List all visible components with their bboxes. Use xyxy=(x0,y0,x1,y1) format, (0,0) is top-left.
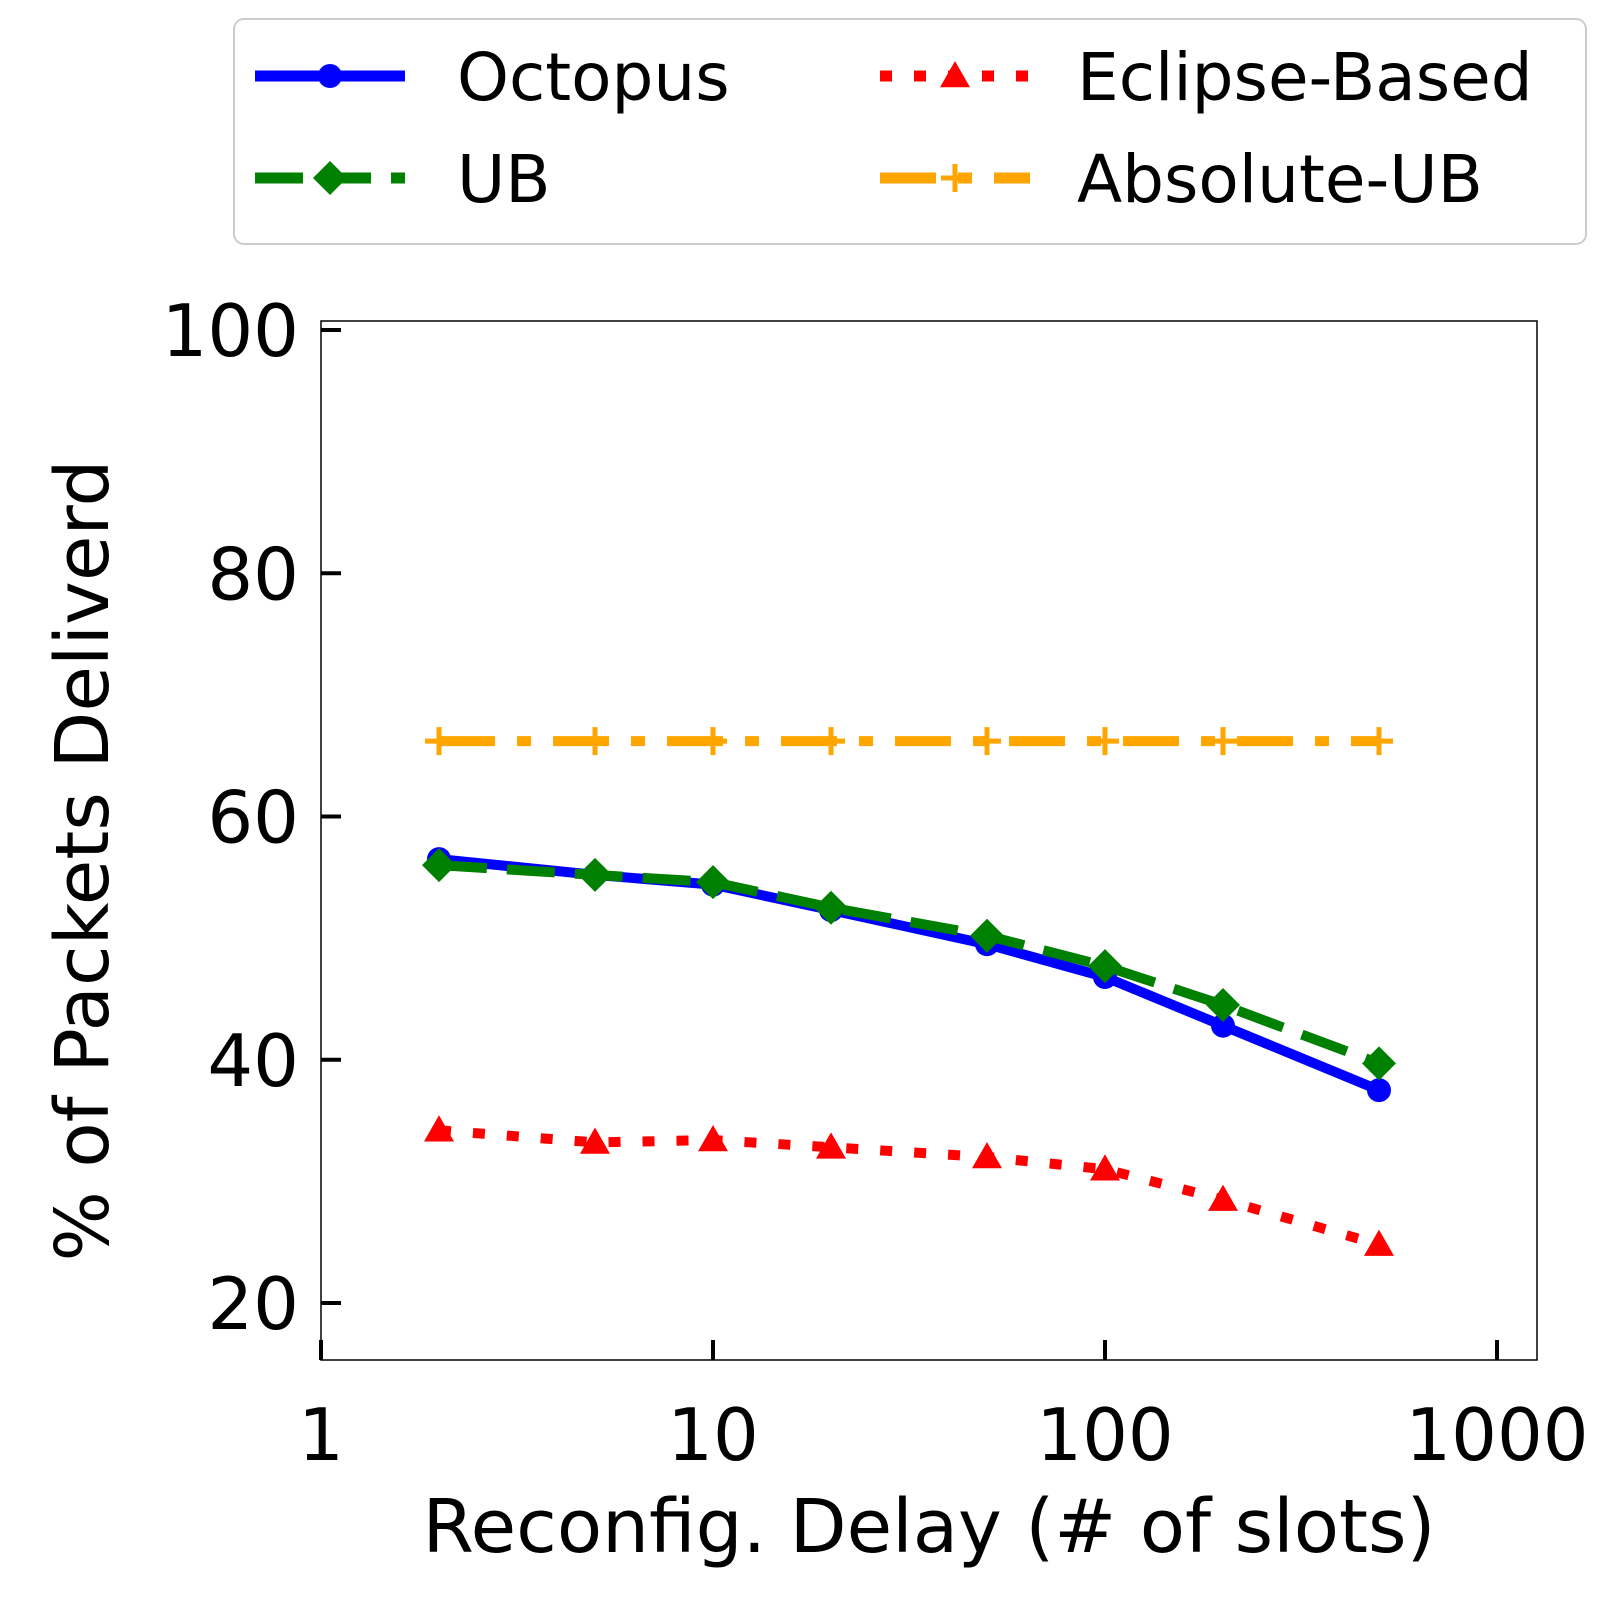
data-point-absolute-ub xyxy=(1091,727,1119,756)
series-ub xyxy=(422,848,1396,1081)
legend-marker-ub xyxy=(313,161,347,195)
series-octopus xyxy=(427,847,1391,1103)
x-axis-label: Reconfig. Delay (# of slots) xyxy=(423,1484,1436,1570)
x-tick-label: 1 xyxy=(298,1393,344,1477)
series-line-eclipse-based xyxy=(438,1125,1381,1250)
legend-marker-octopus xyxy=(318,64,342,88)
data-point-ub xyxy=(422,848,457,883)
plot-frame xyxy=(320,320,1538,1361)
legend-label-octopus: Octopus xyxy=(457,39,730,116)
data-point-absolute-ub xyxy=(580,727,609,756)
data-point-octopus xyxy=(1211,1013,1236,1038)
series-eclipse-based xyxy=(424,1115,1394,1256)
y-tick-label: 20 xyxy=(207,1262,299,1346)
data-point-ub xyxy=(1088,949,1122,984)
legend-marker-eclipse-based xyxy=(940,61,970,88)
data-point-absolute-ub xyxy=(972,727,1001,756)
legend-item-absolute-ub: Absolute-UB xyxy=(880,141,1483,218)
legend-label-ub: UB xyxy=(457,141,551,218)
series-line-ub xyxy=(438,860,1381,1069)
data-point-ub xyxy=(814,890,849,925)
y-axis-label: % of Packets Deliverd xyxy=(40,460,126,1262)
data-point-eclipse-based xyxy=(816,1132,847,1159)
series-layer xyxy=(422,727,1396,1256)
data-point-absolute-ub xyxy=(699,727,727,756)
y-tick-label: 40 xyxy=(207,1019,299,1103)
data-point-eclipse-based xyxy=(971,1142,1002,1169)
data-point-eclipse-based xyxy=(1208,1184,1239,1211)
data-point-ub xyxy=(969,918,1004,953)
x-tick-label: 100 xyxy=(1036,1393,1173,1477)
x-tick-label: 10 xyxy=(667,1393,759,1477)
data-point-absolute-ub xyxy=(425,727,454,756)
data-point-eclipse-based xyxy=(1363,1229,1394,1256)
legend: Octopus UB Eclipse-Based Absolute-UB xyxy=(233,18,1587,245)
data-point-absolute-ub xyxy=(817,727,846,756)
axes: 20 40 60 80 100 1 10 100 1000 xyxy=(162,289,1589,1477)
data-point-ub xyxy=(577,857,612,892)
legend-box xyxy=(233,18,1587,245)
series-absolute-ub xyxy=(425,727,1393,756)
legend-item-ub: UB xyxy=(255,141,551,218)
data-point-eclipse-based xyxy=(1090,1154,1120,1181)
data-point-eclipse-based xyxy=(579,1127,610,1154)
data-point-octopus xyxy=(1366,1078,1391,1103)
data-point-eclipse-based xyxy=(698,1125,728,1152)
legend-item-eclipse-based: Eclipse-Based xyxy=(880,39,1533,116)
data-point-eclipse-based xyxy=(424,1115,455,1142)
data-point-ub xyxy=(1206,988,1241,1023)
data-point-absolute-ub xyxy=(1209,727,1237,756)
data-point-ub xyxy=(696,865,730,900)
data-point-ub xyxy=(1361,1046,1396,1081)
legend-item-octopus: Octopus xyxy=(255,39,730,116)
legend-label-absolute-ub: Absolute-UB xyxy=(1077,141,1483,218)
legend-marker-absolute-ub xyxy=(941,164,969,192)
legend-label-eclipse-based: Eclipse-Based xyxy=(1077,39,1533,116)
y-tick-label: 100 xyxy=(162,289,299,373)
data-point-absolute-ub xyxy=(1365,727,1393,756)
y-tick-label: 80 xyxy=(207,532,299,616)
series-line-octopus xyxy=(438,854,1381,1095)
x-tick-label: 1000 xyxy=(1405,1393,1588,1477)
y-tick-label: 60 xyxy=(207,776,299,860)
